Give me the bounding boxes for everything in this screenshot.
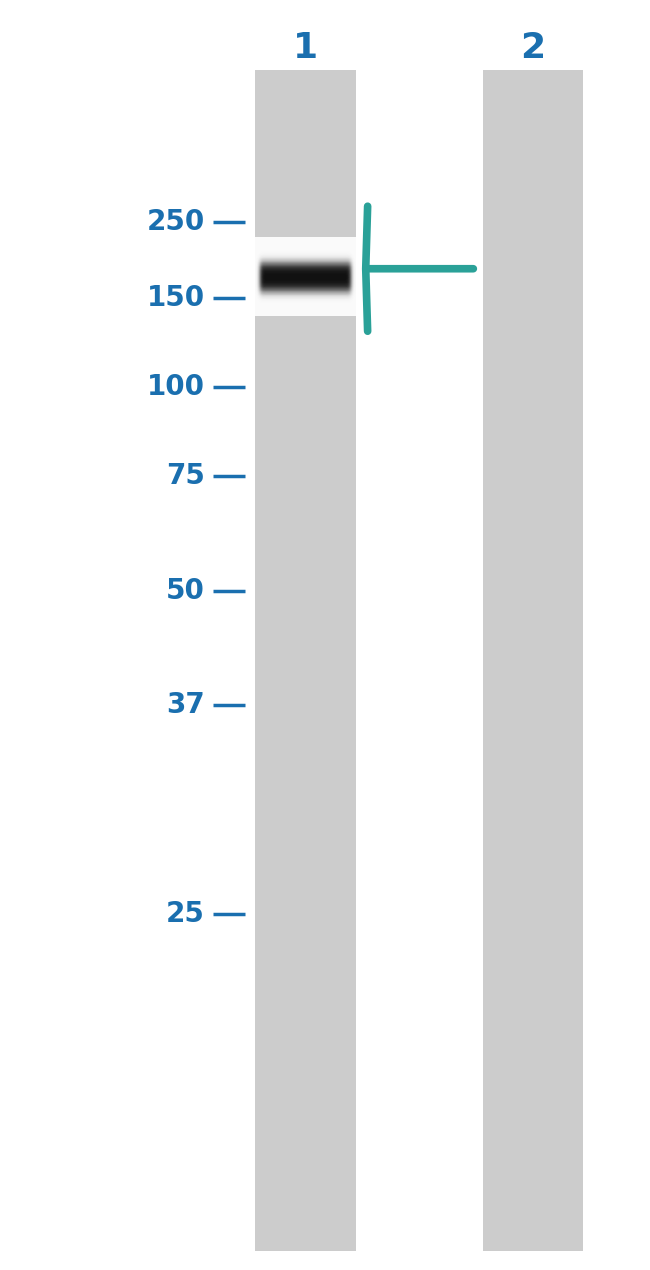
Text: 250: 250: [147, 208, 205, 236]
Text: 100: 100: [147, 373, 205, 401]
Text: 75: 75: [166, 462, 205, 490]
Text: 1: 1: [293, 32, 318, 65]
Text: 37: 37: [166, 691, 205, 719]
Bar: [255, 70, 356, 1251]
Text: 2: 2: [521, 32, 545, 65]
Bar: [482, 70, 584, 1251]
Text: 25: 25: [166, 900, 205, 928]
Text: 150: 150: [147, 284, 205, 312]
Text: 50: 50: [166, 577, 205, 605]
